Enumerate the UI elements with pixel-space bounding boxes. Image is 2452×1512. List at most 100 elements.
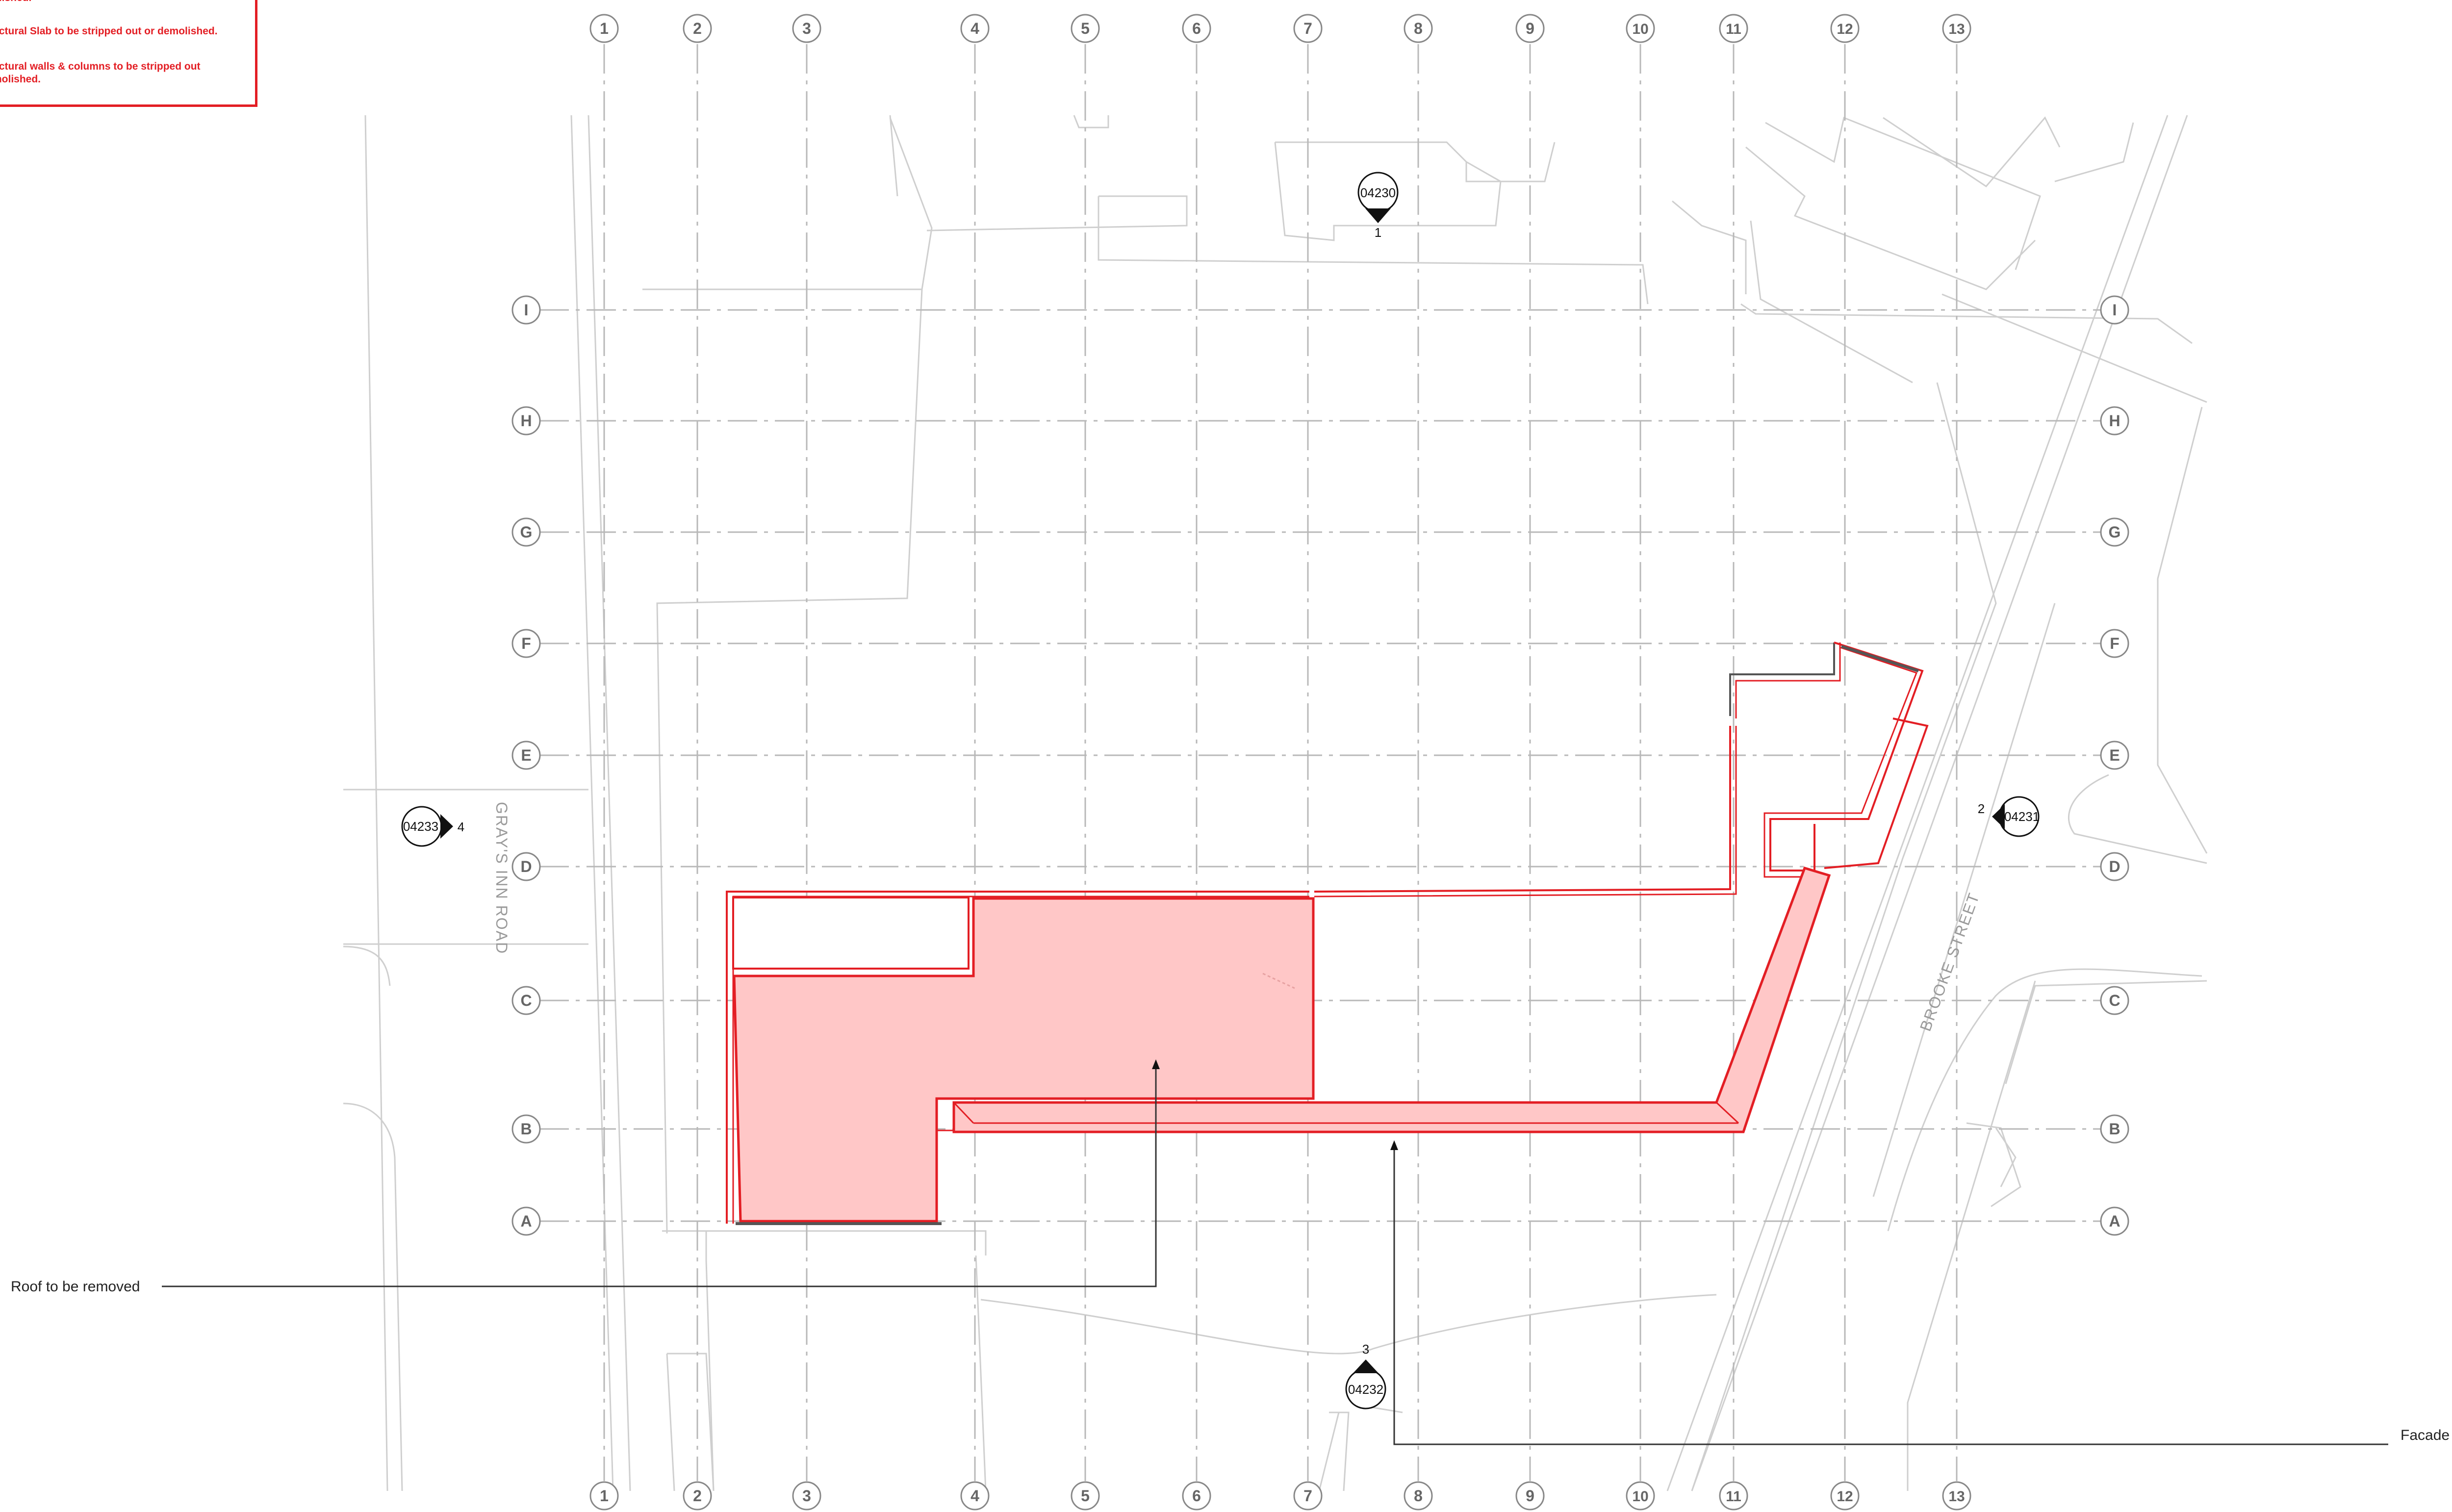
grid-label: 4 [971, 20, 979, 37]
grid-bubble: 11 [1719, 1481, 1748, 1511]
section-number: 3 [1362, 1342, 1369, 1357]
grid-label: G [2109, 523, 2121, 541]
grid-bubble: G [2100, 517, 2129, 547]
grid-label: 6 [1192, 1487, 1201, 1505]
grid-label: 1 [600, 1487, 609, 1505]
grid-label: 2 [693, 20, 702, 37]
grid-bubbles-left: I H G F E D C B A [511, 295, 541, 1236]
east-wing-walls [1314, 726, 1731, 893]
east-wing-walls [1729, 642, 1835, 716]
grid-bubble: 12 [1830, 14, 1860, 43]
east-wing-walls [1763, 646, 1917, 878]
grid-bubble: 10 [1626, 1481, 1655, 1511]
grid-bubble: C [2100, 986, 2129, 1015]
grid-label: G [520, 523, 533, 541]
grid-bubble: G [511, 517, 541, 547]
grid-label: E [521, 746, 531, 764]
section-marker-04230: 04230 1 [1357, 172, 1399, 240]
grid-bubble: B [511, 1114, 541, 1144]
grid-bubble: B [2100, 1114, 2129, 1144]
grid-bubble: 7 [1293, 1481, 1323, 1511]
section-ref: 04230 [1360, 185, 1396, 200]
context-outlines [343, 115, 2208, 1491]
legend-item: uctural Slab to be stripped out or demol… [0, 26, 218, 37]
grid-bubble: 3 [792, 1481, 821, 1511]
grid-bubbles-right: I H G F E D C B A [2100, 295, 2129, 1236]
building-perimeter [726, 891, 1309, 1224]
grid-bubble: 7 [1293, 14, 1323, 43]
grid-bubble: 9 [1515, 14, 1545, 43]
grid-bubble: 10 [1626, 14, 1655, 43]
grid-label: F [2110, 635, 2120, 652]
section-number: 4 [458, 820, 464, 834]
grid-label: C [2109, 992, 2120, 1009]
grid-label: H [520, 412, 532, 430]
grid-bubble: 6 [1182, 14, 1211, 43]
grid-label: 9 [1526, 1487, 1534, 1505]
callout-roof: Roof to be removed [11, 1059, 1160, 1295]
grid-label: 11 [1726, 1488, 1741, 1505]
east-wing-walls [1735, 642, 1841, 718]
grid-label: A [2109, 1212, 2120, 1230]
grid-bubble: 6 [1182, 1481, 1211, 1511]
grid-label: 5 [1081, 1487, 1090, 1505]
grid-label: 11 [1726, 21, 1741, 37]
grid-label: 1 [600, 20, 609, 37]
grid-bubble: 8 [1404, 14, 1433, 43]
grid-label: 10 [1632, 21, 1648, 37]
grid-label: 10 [1632, 1488, 1648, 1505]
grid-bubble: C [511, 986, 541, 1015]
east-wing-walls [1841, 645, 1919, 672]
grid-label: D [2109, 858, 2120, 875]
street-name-brooke-street: BROOKE STREET [1916, 890, 1983, 1033]
grid-label: F [521, 635, 531, 652]
section-ref: 04232 [1348, 1382, 1383, 1397]
grid-bubble: 12 [1830, 1481, 1860, 1511]
grid-label: C [520, 992, 532, 1009]
grid-label: 5 [1081, 20, 1090, 37]
grid-bubble: F [511, 629, 541, 658]
grid-label: 4 [971, 1487, 979, 1505]
section-marker-04233: 04233 4 [401, 806, 464, 847]
grid-label: 13 [1948, 1488, 1965, 1505]
building-perimeter [732, 896, 1309, 1224]
legend-item: uctural walls & columns to be stripped o… [0, 61, 201, 85]
callout-facade: Facade to be removed [1390, 1140, 2452, 1445]
roof-demolition-area [733, 897, 1315, 1223]
grid-label: I [2113, 301, 2117, 319]
grid-label: I [524, 301, 529, 319]
grid-bubble: 13 [1942, 1481, 1971, 1511]
grid-bubbles-top: 1 2 3 4 5 6 7 8 9 10 11 12 13 [589, 14, 1971, 43]
section-ref: 04231 [2004, 809, 2040, 824]
grid-bubble: 5 [1071, 1481, 1100, 1511]
east-wing-walls [1314, 726, 1737, 897]
grid-bubble: H [2100, 406, 2129, 436]
grid-bubble: A [511, 1206, 541, 1236]
callout-facade-label: Facade to be removed [2401, 1427, 2452, 1443]
demolition-areas [726, 641, 1929, 1225]
grid-bubble: D [2100, 852, 2129, 881]
grid-label: 13 [1948, 21, 1965, 37]
grid-bubble: A [2100, 1206, 2129, 1236]
grid-label: B [2109, 1120, 2120, 1138]
grid-label: 3 [802, 1487, 811, 1505]
section-marker-04232: 04232 3 [1345, 1342, 1386, 1409]
grid-label: E [2109, 746, 2120, 764]
legend-box: olished. uctural Slab to be stripped out… [0, 0, 257, 107]
grid-label: B [520, 1120, 532, 1138]
grid-label: 3 [802, 20, 811, 37]
section-ref: 04233 [403, 819, 438, 834]
grid-label: A [520, 1212, 532, 1230]
grid-label: 8 [1414, 20, 1423, 37]
grid-label: 6 [1192, 20, 1201, 37]
grid-bubble: 1 [589, 1481, 619, 1511]
grid-bubble: I [2100, 295, 2129, 325]
grid-label: 8 [1414, 1487, 1423, 1505]
callout-roof-label: Roof to be removed [11, 1279, 140, 1295]
grid-bubble: 3 [792, 14, 821, 43]
grid-bubble: 13 [1942, 14, 1971, 43]
east-wing-walls [1769, 641, 1924, 871]
grid-bubble: 1 [589, 14, 619, 43]
grid-bubble: D [511, 852, 541, 881]
